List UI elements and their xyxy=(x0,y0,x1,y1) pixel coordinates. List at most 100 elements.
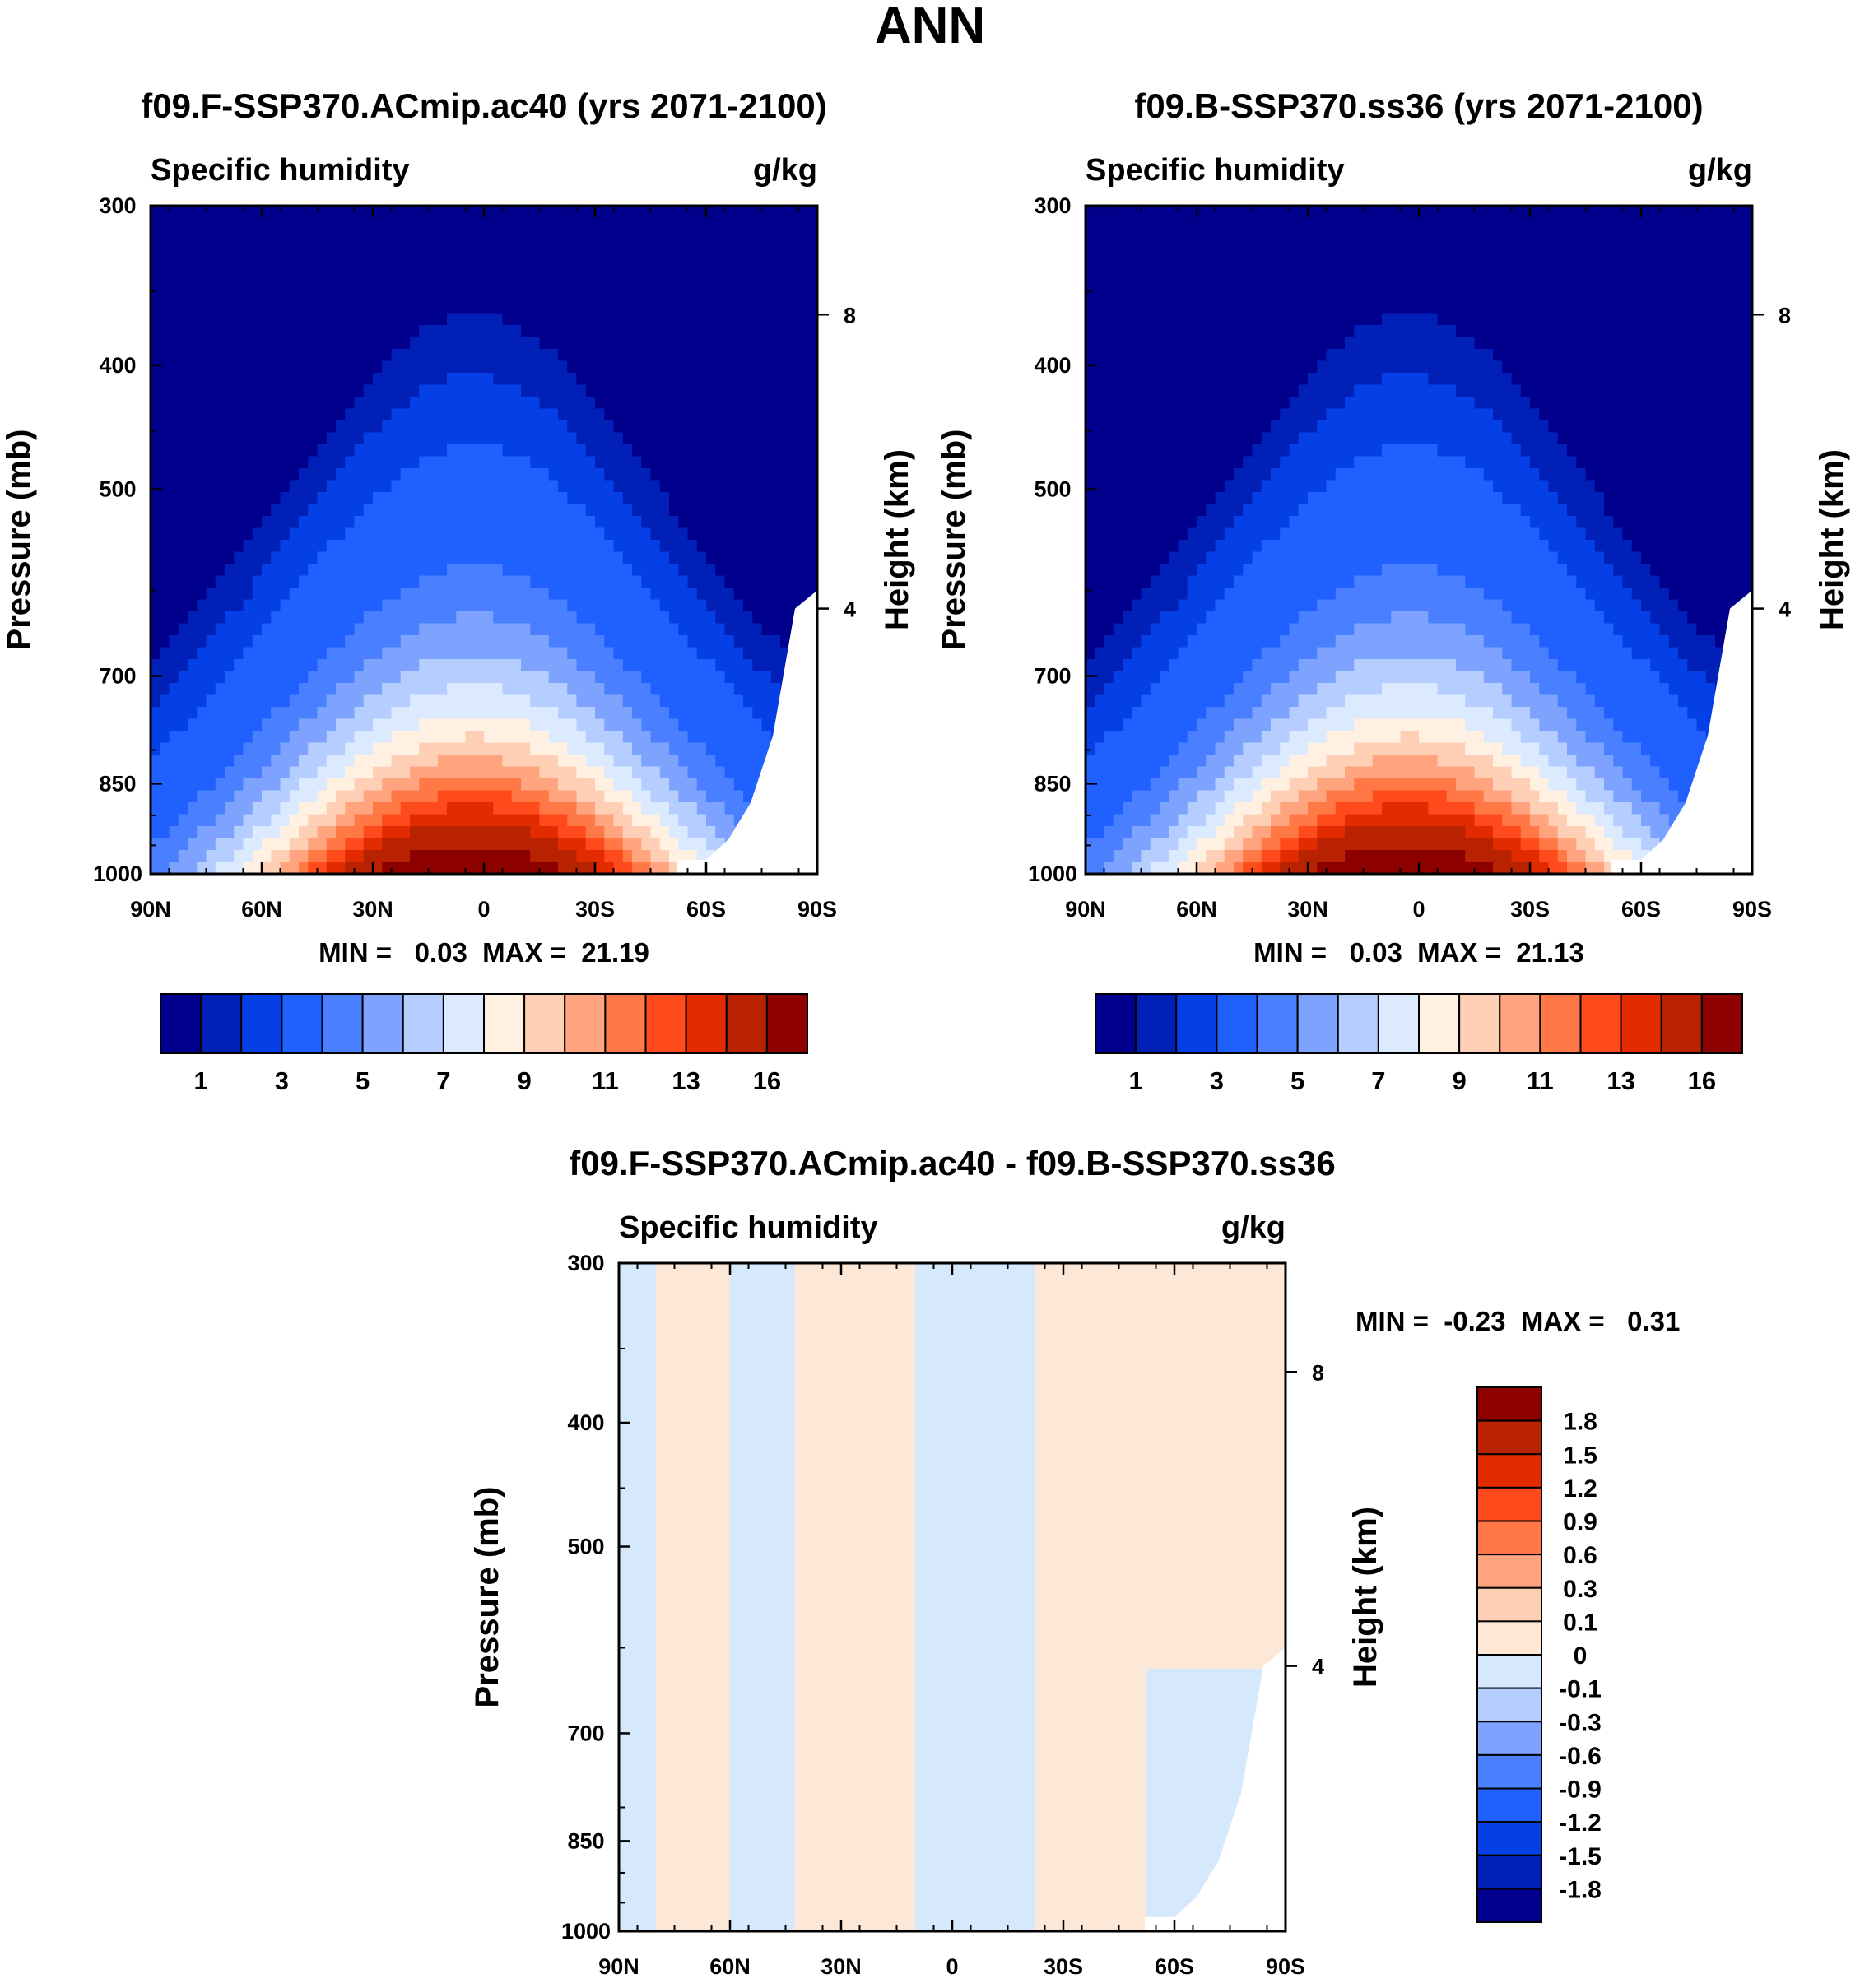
contour-cell xyxy=(530,742,541,755)
contour-cell xyxy=(289,718,300,732)
contour-cell xyxy=(669,647,679,660)
contour-cell xyxy=(1224,313,1235,326)
contour-cell xyxy=(1530,313,1540,326)
contour-cell xyxy=(1696,206,1707,219)
contour-cell xyxy=(1650,301,1661,314)
contour-cell xyxy=(1474,337,1485,350)
contour-cell xyxy=(363,325,374,338)
contour-cell xyxy=(669,766,679,779)
contour-cell xyxy=(252,384,263,397)
contour-cell xyxy=(502,707,513,720)
contour-cell xyxy=(484,814,494,827)
contour-cell xyxy=(197,588,207,601)
contour-cell xyxy=(437,325,448,338)
contour-cell xyxy=(1271,206,1281,219)
contour-cell xyxy=(1345,337,1355,350)
contour-cell xyxy=(1428,265,1439,278)
contour-cell xyxy=(484,635,494,648)
contour-cell xyxy=(493,838,504,851)
contour-cell xyxy=(521,755,531,768)
contour-cell xyxy=(299,826,309,839)
contour-cell xyxy=(373,790,383,803)
contour-cell xyxy=(206,277,216,290)
contour-cell xyxy=(622,456,633,469)
contour-cell xyxy=(234,778,244,792)
contour-cell xyxy=(678,360,689,374)
contour-cell xyxy=(641,480,652,493)
contour-cell xyxy=(271,778,281,792)
contour-cell xyxy=(1150,217,1160,230)
contour-cell xyxy=(521,432,531,445)
contour-cell xyxy=(271,480,281,493)
contour-cell xyxy=(400,838,411,851)
contour-cell xyxy=(1243,206,1253,219)
contour-cell xyxy=(1530,301,1540,314)
contour-cell xyxy=(595,444,605,458)
contour-cell xyxy=(289,313,300,326)
contour-cell xyxy=(530,671,541,684)
contour-cell xyxy=(622,444,633,458)
contour-cell xyxy=(733,337,744,350)
contour-cell xyxy=(234,826,244,839)
contour-cell xyxy=(188,707,198,720)
contour-cell xyxy=(530,694,541,708)
contour-cell xyxy=(280,540,291,553)
contour-cell xyxy=(299,575,309,588)
contour-cell xyxy=(308,349,319,362)
contour-cell xyxy=(206,373,216,386)
contour-cell xyxy=(225,647,235,660)
contour-cell xyxy=(604,468,615,481)
contour-cell xyxy=(539,755,550,768)
contour-cell xyxy=(752,575,763,588)
contour-cell xyxy=(437,790,448,803)
contour-cell xyxy=(632,862,642,875)
contour-cell xyxy=(169,289,179,302)
contour-cell xyxy=(336,516,346,529)
contour-cell xyxy=(521,707,531,720)
contour-cell xyxy=(437,694,448,708)
contour-cell xyxy=(604,802,615,815)
contour-cell xyxy=(1206,313,1216,326)
contour-cell xyxy=(437,718,448,732)
contour-cell xyxy=(770,623,781,636)
contour-cell xyxy=(724,540,735,553)
contour-cell xyxy=(197,397,207,410)
contour-cell xyxy=(336,230,346,243)
contour-cell xyxy=(326,742,337,755)
contour-cell xyxy=(650,492,661,505)
contour-cell xyxy=(382,360,393,374)
contour-cell xyxy=(373,707,383,720)
contour-cell xyxy=(706,790,716,803)
contour-cell xyxy=(447,349,457,362)
contour-cell xyxy=(632,838,642,851)
contour-cell xyxy=(326,635,337,648)
contour-cell xyxy=(548,516,559,529)
contour-cell xyxy=(1696,277,1707,290)
contour-cell xyxy=(502,611,513,625)
contour-cell xyxy=(373,683,383,696)
contour-cell xyxy=(1465,289,1476,302)
contour-cell xyxy=(743,647,753,660)
contour-cell xyxy=(1289,289,1300,302)
contour-cell xyxy=(502,599,513,612)
contour-cell xyxy=(511,384,522,397)
contour-cell xyxy=(613,599,624,612)
contour-cell xyxy=(1631,241,1642,254)
contour-cell xyxy=(1594,253,1605,267)
contour-cell xyxy=(225,360,235,374)
contour-cell xyxy=(669,301,679,314)
contour-cell xyxy=(1705,230,1716,243)
contour-cell xyxy=(585,588,596,601)
contour-cell xyxy=(271,408,281,421)
contour-cell xyxy=(447,313,457,326)
contour-cell xyxy=(1317,337,1328,350)
contour-cell xyxy=(678,301,689,314)
contour-cell xyxy=(215,731,226,744)
contour-cell xyxy=(1530,253,1540,267)
contour-cell xyxy=(354,540,365,553)
contour-cell xyxy=(1437,313,1448,326)
contour-cell xyxy=(687,265,698,278)
contour-cell xyxy=(1298,289,1309,302)
contour-cell xyxy=(410,408,420,421)
contour-cell xyxy=(724,253,735,267)
